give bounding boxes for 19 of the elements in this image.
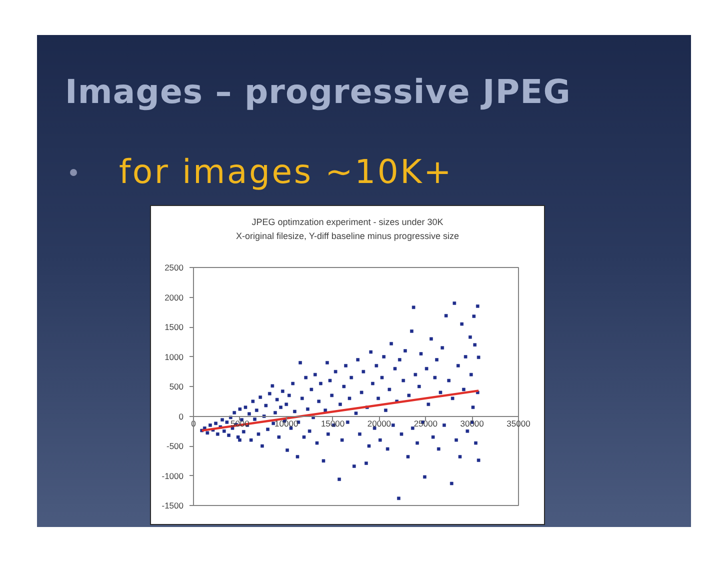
y-tick-label: -1500 xyxy=(162,500,184,510)
x-tick-label: 30000 xyxy=(460,418,484,428)
y-tick-label: 1500 xyxy=(164,322,184,332)
y-tick-label: 2500 xyxy=(164,262,184,272)
x-tick-label: 15000 xyxy=(320,418,345,428)
x-tick-label: 5000 xyxy=(230,418,250,428)
chart-title: JPEG optimzation experiment - sizes under 30K xyxy=(250,216,444,229)
y-tick-label: 500 xyxy=(169,382,184,392)
x-tick-label: 20000 xyxy=(367,418,392,428)
text: Images – progressive JPEG xyxy=(65,71,571,113)
x-tick-label: 25000 xyxy=(414,418,438,428)
chart-subtitle: X-original filesize, Y-diff baseline minus progressive size xyxy=(235,230,460,243)
y-tick-label: -500 xyxy=(166,441,184,451)
x-tick-label: 10000 xyxy=(274,418,298,428)
y-tick-label: 2000 xyxy=(164,292,184,302)
y-tick-label: 0 xyxy=(178,411,184,422)
text: for images ~10K+ xyxy=(119,151,454,193)
y-tick-label: -1000 xyxy=(162,470,184,481)
y-tick-label: 1000 xyxy=(164,352,184,362)
